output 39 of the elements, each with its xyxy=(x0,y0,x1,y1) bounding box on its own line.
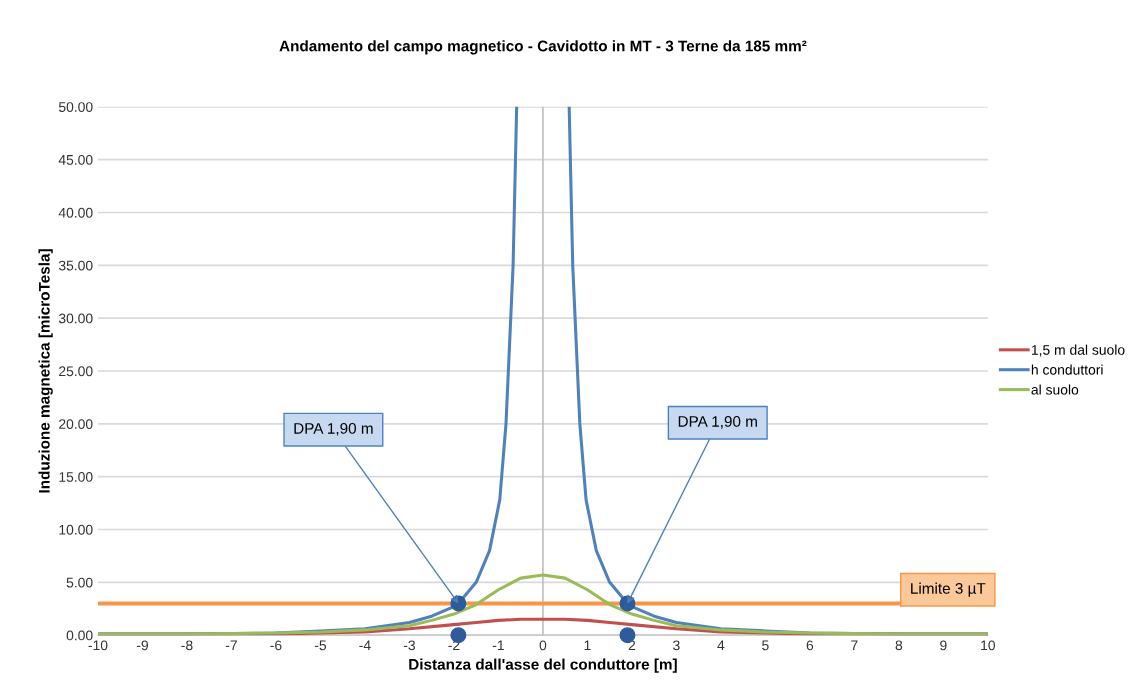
annotation: DPA 1,90 m xyxy=(294,422,373,436)
y-tick-label: 15.00 xyxy=(59,472,93,482)
y-tick-label: 45.00 xyxy=(58,154,93,165)
x-tick-label: -6 xyxy=(270,640,282,651)
x-tick-label: -3 xyxy=(403,640,415,651)
annotation: DPA 1,90 m xyxy=(678,416,757,429)
x-tick-label: 5 xyxy=(762,640,769,651)
x-tick-label: -10 xyxy=(88,640,108,651)
legend-label: h conduttori xyxy=(1031,364,1103,375)
y-tick-label: 0.00 xyxy=(66,630,93,641)
x-tick-label: 3 xyxy=(673,640,680,651)
x-tick-label: -5 xyxy=(314,640,327,651)
y-tick-label: 50.00 xyxy=(58,102,93,112)
y-tick-label: 5.00 xyxy=(66,577,93,588)
x-tick-label: 9 xyxy=(940,640,947,651)
y-tick-label: 20.00 xyxy=(59,419,93,429)
x-tick-label: -8 xyxy=(181,640,193,651)
x-tick-label: 8 xyxy=(895,640,903,651)
x-tick-label: -7 xyxy=(225,640,237,651)
x-tick-label: 10 xyxy=(981,640,996,651)
y-tick-label: 25.00 xyxy=(59,366,93,377)
y-tick-label: 30.00 xyxy=(58,313,93,324)
legend-label: 1,5 m dal suolo xyxy=(1031,344,1125,357)
x-tick-label: 4 xyxy=(717,640,725,651)
legend-label: al suolo xyxy=(1031,384,1079,395)
y-axis-title: Induzione magnetica [microTesla] xyxy=(38,249,53,493)
x-tick-label: -9 xyxy=(136,640,148,651)
x-tick-label: -4 xyxy=(359,640,371,651)
ref-line-label: Limite 3 µT xyxy=(911,582,986,597)
y-tick-label: 10.00 xyxy=(59,524,93,535)
x-tick-label: 7 xyxy=(851,640,858,651)
chart-title: Andamento del campo magnetico - Cavidotto in MT - 3 Terne da 185 mm² xyxy=(279,40,807,55)
y-tick-label: 40.00 xyxy=(58,207,93,218)
x-axis-title: Distanza dall'asse del conduttore [m] xyxy=(409,658,677,673)
x-tick-label: 1 xyxy=(584,640,591,651)
y-tick-label: 35.00 xyxy=(58,260,93,271)
x-tick-label: -1 xyxy=(492,640,504,651)
x-tick-label: 0 xyxy=(539,640,547,651)
x-tick-label: 6 xyxy=(806,640,814,651)
